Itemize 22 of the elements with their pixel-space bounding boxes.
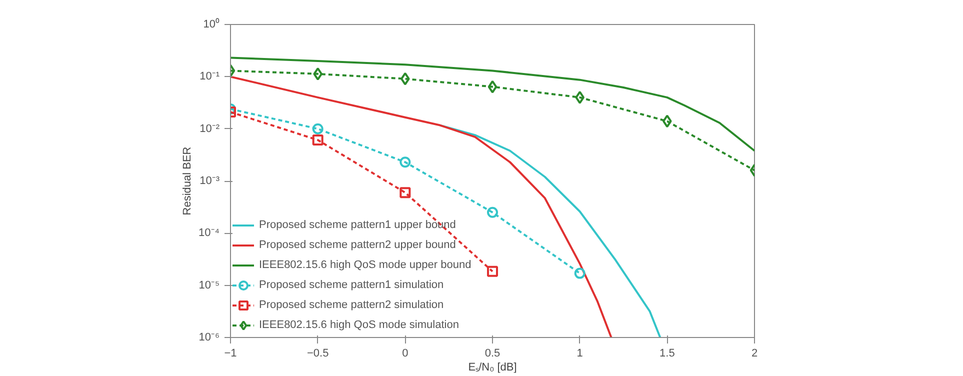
legend-label: Proposed scheme pattern1 simulation [259,279,444,291]
legend-label: IEEE802.15.6 high QoS mode simulation [259,319,459,331]
y-axis-title: Residual BER [182,146,194,216]
x-tick-label: −1 [224,348,237,360]
y-tick-label: 10⁻⁵ [198,279,220,292]
y-tick-label: 10⁻¹ [200,70,220,83]
x-tick-label: 0.5 [484,348,500,360]
x-tick-label: 1 [576,348,583,360]
y-tick-label: 10⁰ [203,18,220,30]
y-tick-label: 10⁻⁴ [198,227,220,240]
legend-label: Proposed scheme pattern1 upper bound [259,219,456,231]
x-axis-title: Eₛ/N₀ [dB] [468,362,517,374]
x-tick-label: −0.5 [306,348,329,360]
legend-label: Proposed scheme pattern2 upper bound [259,239,456,251]
legend-label: IEEE802.15.6 high QoS mode upper bound [259,259,472,271]
y-tick-label: 10⁻² [200,122,220,135]
legend-label: Proposed scheme pattern2 simulation [259,299,444,311]
x-tick-label: 2 [751,348,758,360]
y-tick-label: 10⁻³ [200,175,220,187]
x-tick-label: 1.5 [660,348,675,360]
y-tick-label: 10⁻⁶ [198,332,220,344]
x-tick-label: 0 [402,348,408,360]
